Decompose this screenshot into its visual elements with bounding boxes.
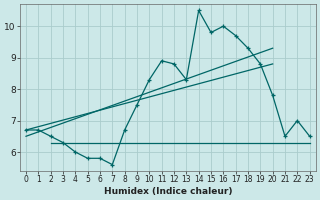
X-axis label: Humidex (Indice chaleur): Humidex (Indice chaleur) [104, 187, 232, 196]
